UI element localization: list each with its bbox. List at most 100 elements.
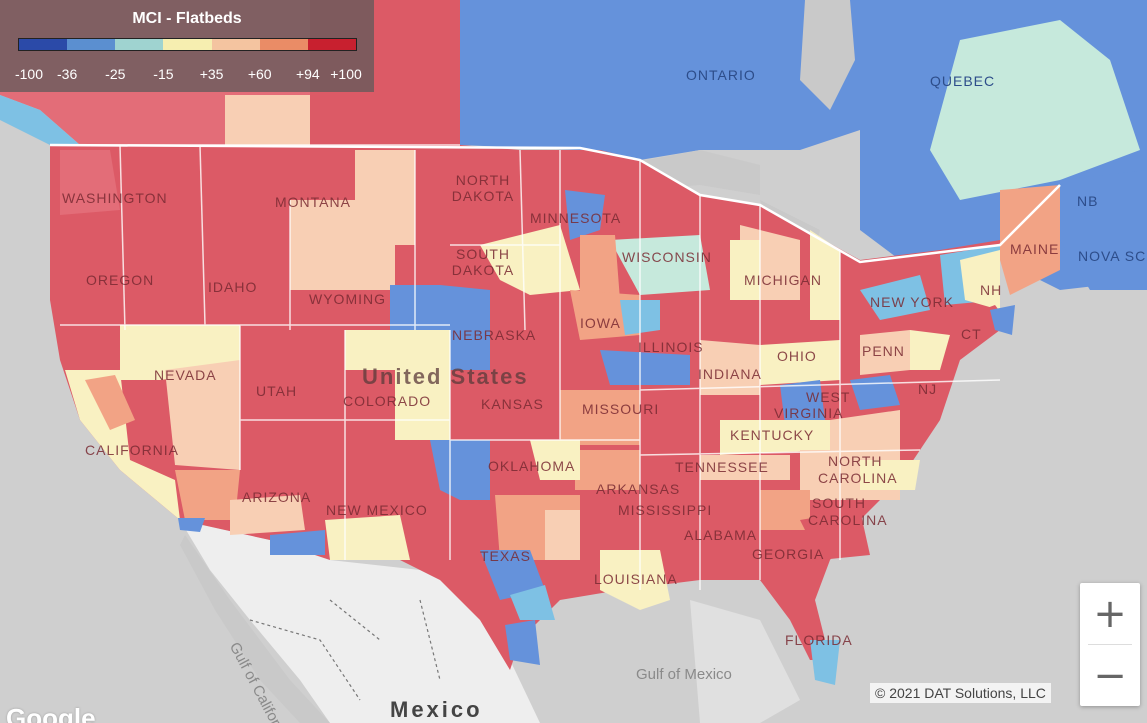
legend-swatch — [259, 39, 308, 50]
gulf-of-mexico-label: Gulf of Mexico — [636, 666, 732, 683]
legend-tick-label: -36 — [57, 66, 78, 82]
province-label-ontario: ONTARIO — [686, 67, 756, 83]
legend-color-scale — [18, 38, 357, 51]
region-ga-north — [760, 490, 810, 530]
region-fl-south — [810, 640, 840, 685]
region-ca-central — [65, 370, 180, 520]
legend-swatch — [115, 39, 164, 50]
region-me — [1000, 185, 1060, 295]
state-label: NH — [980, 282, 1003, 298]
legend-tick-label: -100 — [14, 66, 44, 82]
legend-tick-label: +94 — [295, 66, 320, 82]
caribbean-land — [690, 600, 800, 723]
region-ok-west — [430, 440, 490, 500]
legend-tick-label: +60 — [247, 66, 272, 82]
legend-swatch — [163, 39, 212, 50]
region-ia-north — [580, 235, 620, 300]
state-label: NEBRASKA — [452, 327, 537, 343]
region-wa-west — [60, 150, 120, 215]
region-ny-west — [860, 275, 930, 320]
state-label: WASHINGTON — [62, 190, 168, 206]
province-label-quebec: QUEBEC — [930, 73, 996, 89]
region-wi — [610, 235, 710, 295]
legend-swatch — [67, 39, 116, 50]
us-canada-border — [49, 143, 1061, 264]
state-label: WEST — [806, 389, 851, 405]
state-label: NORTH — [828, 453, 883, 469]
state-label: NEW YORK — [870, 294, 954, 310]
legend-tick-label: +100 — [330, 66, 362, 82]
region-nc-coast — [860, 460, 920, 490]
region-san-diego — [178, 518, 205, 532]
region-wv — [780, 380, 825, 425]
state-label: NORTH DAKOTA — [451, 172, 515, 204]
state-label: ARIZONA — [242, 489, 312, 505]
mexico-land — [180, 520, 540, 723]
state-label: VIRGINIA — [774, 405, 844, 421]
state-label: CAROLINA — [808, 512, 888, 528]
state-label: NEW MEXICO — [326, 502, 428, 518]
state-label: ILLINOIS — [638, 339, 704, 355]
state-label: MAINE — [1010, 241, 1060, 257]
region-ky — [720, 420, 830, 455]
state-label: OREGON — [86, 272, 155, 288]
state-label: OHIO — [777, 348, 817, 364]
state-label: TEXAS — [480, 548, 531, 564]
region-ca-bay — [85, 375, 135, 430]
region-ar-west — [575, 450, 640, 490]
state-label: WYOMING — [309, 291, 386, 307]
region-va — [830, 410, 900, 455]
state-label: OKLAHOMA — [488, 458, 576, 474]
state-label: PENN — [862, 343, 905, 359]
state-label: INDIANA — [698, 366, 762, 382]
region-sd-east — [480, 225, 580, 295]
region-mo — [560, 390, 640, 445]
region-in — [700, 340, 760, 395]
zoom-divider — [1088, 644, 1132, 645]
region-tx-valley — [505, 620, 540, 665]
province-label-ns: NOVA SC — [1078, 248, 1147, 264]
region-az-border — [270, 530, 325, 555]
legend-title: MCI - Flatbeds — [132, 10, 242, 27]
state-label: TENNESSEE — [675, 459, 769, 475]
country-label-us: United States — [362, 364, 529, 389]
region-mi-east — [810, 230, 840, 320]
google-logo[interactable]: Google — [6, 703, 96, 723]
state-label: WISCONSIN — [622, 249, 712, 265]
region-tx-south — [510, 585, 555, 620]
region-ri — [990, 305, 1015, 335]
mexico-state-borders — [249, 599, 441, 701]
region-ontario — [460, 0, 860, 160]
state-label: UTAH — [256, 383, 298, 399]
state-label: SOUTH DAKOTA — [451, 246, 515, 278]
state-label: MINNESOTA — [530, 210, 622, 226]
zoom-control: + − — [1080, 583, 1140, 706]
state-label: CAROLINA — [818, 470, 898, 486]
region-co-east — [345, 330, 450, 440]
zoom-out-button[interactable]: − — [1093, 652, 1127, 699]
region-nb — [1060, 170, 1147, 290]
zoom-in-button[interactable]: + — [1093, 590, 1127, 637]
state-label: GEORGIA — [752, 546, 825, 562]
state-label: COLORADO — [343, 393, 432, 409]
region-mt-east — [290, 150, 415, 245]
region-la — [600, 550, 670, 610]
region-nj — [910, 330, 950, 370]
country-label-mexico: Mexico — [390, 697, 483, 722]
province-label-nb: NB — [1077, 193, 1099, 209]
copyright-notice: © 2021 DAT Solutions, LLC — [870, 683, 1051, 703]
region-sc — [800, 510, 870, 560]
region-mn — [565, 190, 605, 240]
legend-tick-label: -25 — [105, 66, 126, 82]
region-pa — [860, 330, 910, 375]
region-az-south — [230, 495, 305, 535]
region-vancouver — [0, 95, 80, 150]
state-label: MISSOURI — [582, 401, 660, 417]
state-label: MONTANA — [275, 194, 351, 210]
region-nv-south — [165, 360, 240, 470]
region-tx-east2 — [545, 510, 580, 560]
legend-swatch — [19, 39, 68, 50]
region-tx-central — [480, 550, 545, 600]
